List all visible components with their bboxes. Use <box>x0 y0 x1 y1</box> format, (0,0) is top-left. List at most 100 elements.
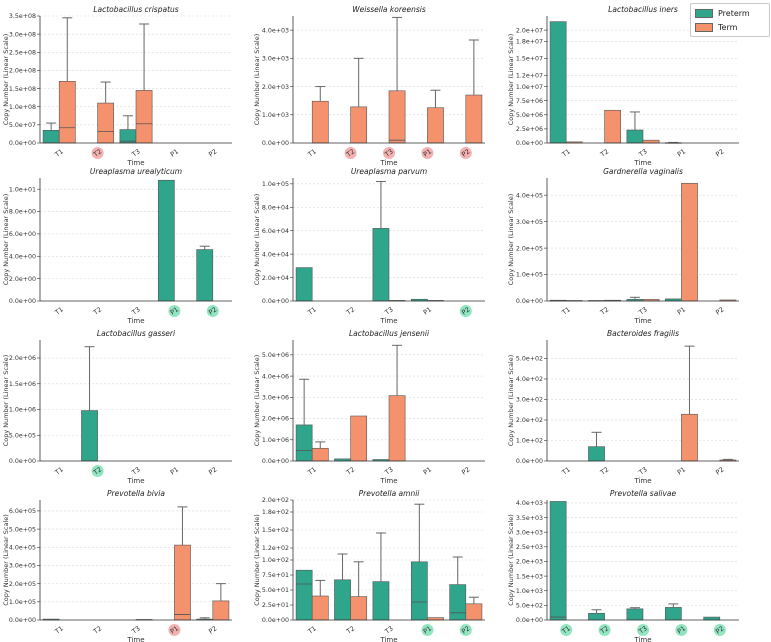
highlight-circle-P2 <box>459 147 472 159</box>
x-tick-label: T2 <box>598 147 610 159</box>
bar-preterm-T3 <box>372 228 390 302</box>
bar-term-T2 <box>350 596 368 621</box>
subplot-title: Prevotella amnii <box>359 489 421 498</box>
x-tick-label: T1 <box>306 147 318 159</box>
x-tick-label: P1 <box>422 465 433 476</box>
y-tick-label: 5.0e+02 <box>516 603 543 610</box>
bar-term-T1 <box>311 447 329 462</box>
bar-term-T2 <box>97 102 115 144</box>
bar-term-T2 <box>350 415 368 462</box>
x-tick-label: T2 <box>598 624 610 636</box>
y-tick-label: 1.0e+02 <box>262 557 289 564</box>
subplot-3: Lactobacillus iners 0.0e+00 2.5e+06 5.0e+06… <box>507 5 739 167</box>
bar-term-T3 <box>642 139 660 144</box>
y-tick-label: 1.5e+08 <box>9 86 36 93</box>
y-tick-label: 1.8e+07 <box>516 39 543 46</box>
y-tick-label: 1.0e+08 <box>9 104 36 111</box>
bar-term-T2 <box>604 109 622 144</box>
subplot-11: Prevotella amnii 0.0e+00 2.5e+01 5.0e+01 7.5… <box>253 489 485 642</box>
x-tick-label: T3 <box>383 465 395 477</box>
y-tick-label: 2.5e+03 <box>516 544 543 551</box>
y-tick-label: 1.0e+06 <box>9 407 36 414</box>
y-tick-label: 1.0e+05 <box>516 272 543 279</box>
bar-preterm-P2 <box>196 249 214 302</box>
bar-preterm-T3 <box>626 608 644 621</box>
x-tick-label: T1 <box>53 624 65 636</box>
y-tick-label: 5.0e+02 <box>516 356 543 363</box>
y-tick-label: 2.5e+06 <box>516 126 543 133</box>
bar-term-T1 <box>311 595 329 621</box>
subplot-2: Weissella koreensis 0.0e+00 1.0e+03 2.0e+03… <box>253 5 485 167</box>
bar-preterm-P1 <box>410 561 428 621</box>
subplot-title: Lactobacillus jensenii <box>349 329 430 338</box>
bar-preterm-T3 <box>372 581 390 621</box>
subplot-8: Lactobacillus jensenii 0.0e+00 1.0e+06 2.0e… <box>253 329 485 485</box>
x-axis-label: Time <box>379 159 397 167</box>
subplot-title: Ureaplasma urealyticum <box>90 167 182 176</box>
y-tick-label: 1.0e+02 <box>516 438 543 445</box>
x-tick-label: T2 <box>344 624 356 636</box>
x-tick-label: T1 <box>560 147 572 159</box>
y-tick-label: 0.0e+00 <box>516 617 543 624</box>
subplot-title: Prevotella bivia <box>107 489 165 498</box>
x-tick-label: T2 <box>91 624 103 636</box>
y-tick-label: 4.0e+03 <box>262 27 289 34</box>
y-axis-label: Copy Number (Linear Scale) <box>507 355 515 447</box>
x-tick-label: T2 <box>91 465 103 477</box>
highlight-circle-P1 <box>168 624 181 636</box>
y-tick-label: 4.0e+00 <box>9 253 36 260</box>
y-tick-label: 3.0e+02 <box>516 397 543 404</box>
y-tick-label: 0.0e+00 <box>516 140 543 147</box>
x-tick-label: P1 <box>676 305 687 316</box>
legend-swatch-preterm <box>695 8 713 18</box>
bar-term-P1 <box>427 107 444 144</box>
highlight-circle-P2 <box>459 624 472 636</box>
subplot-title: Ureaplasma parvum <box>351 167 427 176</box>
subplot-title: Bacteroides fragilis <box>607 329 679 338</box>
x-axis-label: Time <box>379 636 397 642</box>
y-tick-label: 1.5e+03 <box>516 573 543 580</box>
highlight-circle-T3 <box>383 147 395 159</box>
x-tick-label: T1 <box>53 147 65 159</box>
y-tick-label: 3.0e+05 <box>516 219 543 226</box>
bar-preterm-T3 <box>626 129 644 144</box>
bar-preterm-P1 <box>157 179 175 302</box>
y-tick-label: 1.0e+03 <box>262 112 289 119</box>
y-axis-label: Copy Number (Linear Scale) <box>253 194 261 286</box>
y-tick-label: 1.2e+07 <box>516 72 543 79</box>
y-tick-label: 2.0e+04 <box>262 275 289 282</box>
x-tick-label: T1 <box>306 624 318 636</box>
highlight-circle-T2 <box>91 465 104 477</box>
y-tick-label: 4.0e+03 <box>516 500 543 507</box>
x-tick-label: T3 <box>383 624 395 636</box>
x-tick-label: T1 <box>560 305 572 317</box>
highlight-circle-T1 <box>560 624 573 636</box>
y-axis-label: Copy Number (Linear Scale) <box>2 355 10 447</box>
legend: Preterm Term <box>690 3 770 37</box>
legend-item-preterm: Preterm <box>695 7 750 19</box>
subplot-title: Prevotella salivae <box>610 489 677 498</box>
x-tick-label: T3 <box>637 624 649 636</box>
y-tick-label: 0.0e+00 <box>516 298 543 305</box>
y-tick-label: 0.0e+00 <box>262 140 289 147</box>
x-tick-label: P2 <box>207 305 218 316</box>
bar-preterm-T1 <box>295 424 313 462</box>
highlight-circle-T2 <box>344 147 357 159</box>
y-tick-label: 5.0e+05 <box>9 432 36 439</box>
y-tick-label: 1.0e+01 <box>9 186 36 193</box>
x-axis-label: Time <box>126 636 144 642</box>
y-tick-label: 3.0e+06 <box>262 395 289 402</box>
y-tick-label: 0.0e+00 <box>9 140 36 147</box>
y-axis-label: Copy Number (Linear Scale) <box>253 34 261 126</box>
x-tick-label: P1 <box>676 147 687 158</box>
bar-term-T1 <box>311 100 329 144</box>
legend-swatch-term <box>695 22 713 32</box>
highlight-circle-P1 <box>421 147 434 159</box>
x-tick-label: P1 <box>422 147 433 158</box>
x-tick-label: P1 <box>676 624 687 635</box>
bar-preterm-T1 <box>42 130 60 144</box>
x-tick-label: T2 <box>598 465 610 477</box>
bar-term-T2 <box>350 106 368 144</box>
y-tick-label: 2.0e+02 <box>516 417 543 424</box>
x-axis-label: Time <box>633 317 651 325</box>
